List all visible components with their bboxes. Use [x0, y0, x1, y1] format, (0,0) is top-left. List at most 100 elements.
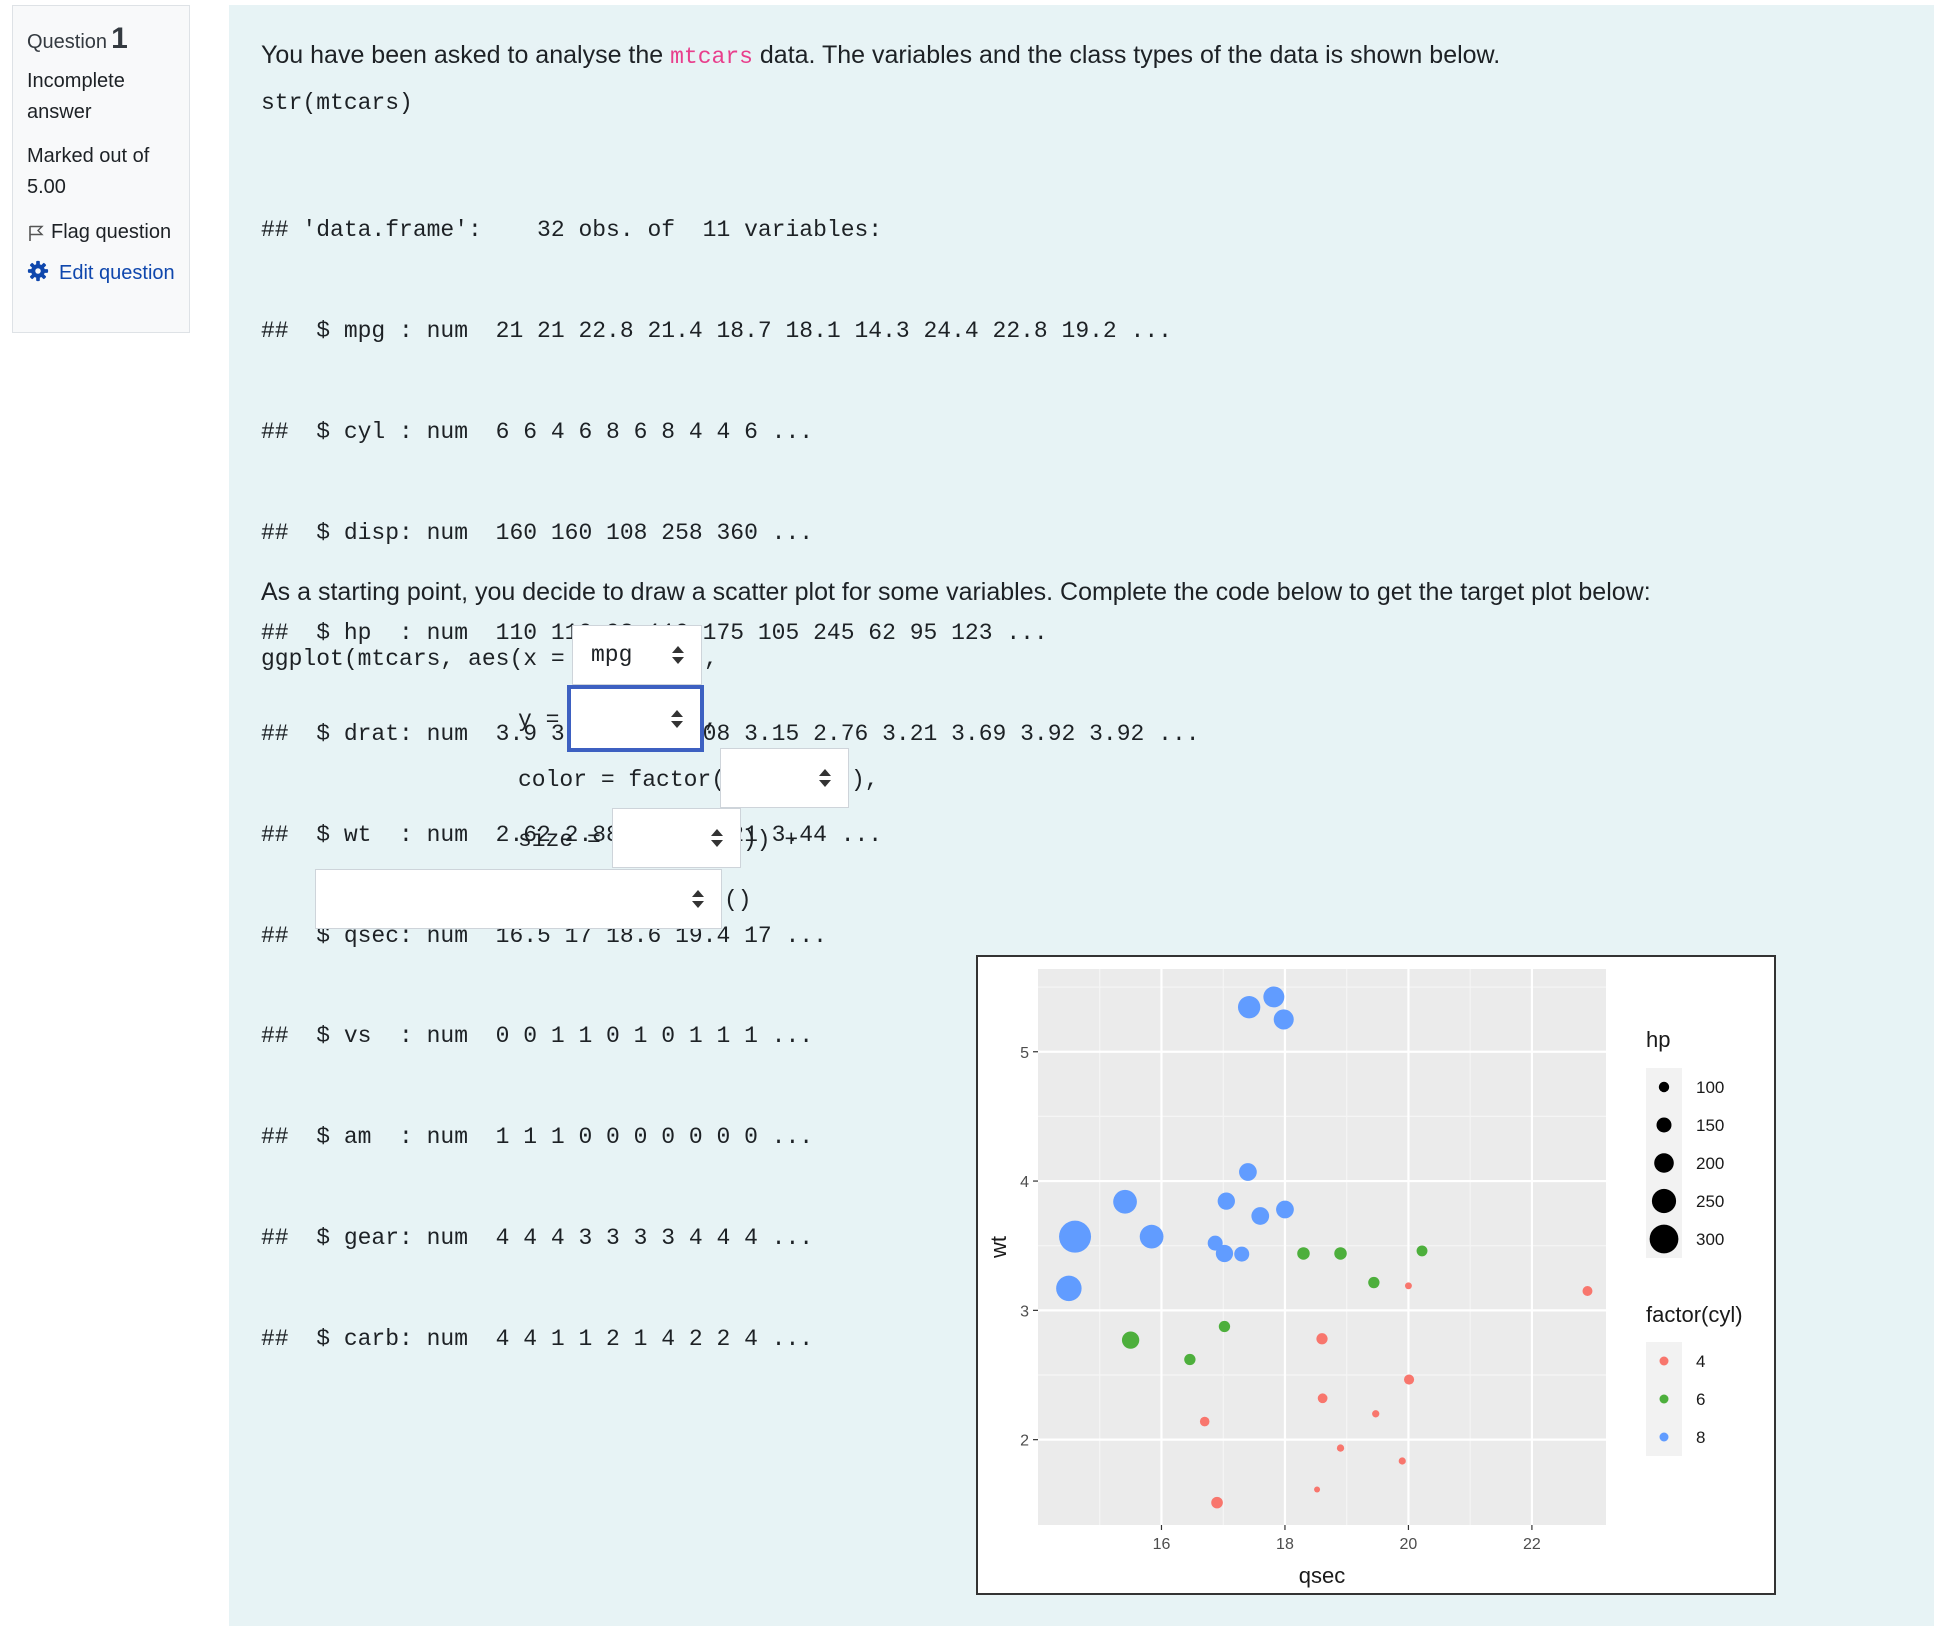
question-state: Incomplete answer	[27, 70, 125, 123]
scatter-point	[1403, 1374, 1415, 1385]
question-intro: You have been asked to analyse the mtcar…	[261, 41, 1500, 70]
scatter-point	[1251, 1207, 1270, 1225]
select-y[interactable]	[567, 685, 704, 752]
instruction-text: As a starting point, you decide to draw …	[261, 578, 1651, 606]
scatter-point	[1273, 1009, 1294, 1030]
size-legend-key	[1651, 1188, 1677, 1214]
edit-question-link[interactable]: Edit question	[27, 258, 177, 289]
gear-icon	[27, 260, 49, 282]
y-axis-title: wt	[986, 1236, 1011, 1259]
size-legend-label: 300	[1696, 1230, 1724, 1249]
scatter-point	[1218, 1320, 1231, 1333]
select-x[interactable]: mpg	[572, 625, 702, 685]
size-legend-label: 200	[1696, 1154, 1724, 1173]
y-tick-label: 3	[1020, 1303, 1029, 1320]
y-tick-label: 2	[1020, 1433, 1029, 1450]
size-legend-label: 150	[1696, 1116, 1724, 1135]
updown-arrow-icon	[819, 769, 831, 787]
str-output-line: ## $ vs : num 0 0 1 1 0 1 0 1 1 1 ...	[261, 1023, 814, 1050]
scatter-point	[1217, 1192, 1235, 1210]
scatter-point	[1239, 1163, 1257, 1181]
scatter-point	[1336, 1444, 1345, 1452]
scatter-point	[1297, 1247, 1310, 1260]
flag-question-link[interactable]: Flag question	[27, 221, 177, 244]
color-legend-label: 6	[1696, 1390, 1705, 1409]
updown-arrow-icon	[671, 709, 683, 728]
target-plot: 16 18 20 22 2 3 4 5 qsec wt hp 100 150 200 250 300 facto…	[976, 955, 1776, 1595]
scatter-point	[1582, 1285, 1593, 1296]
scatter-point	[1317, 1393, 1328, 1404]
updown-arrow-icon	[672, 646, 684, 664]
scatter-point	[1416, 1245, 1428, 1257]
size-legend-key	[1649, 1224, 1679, 1254]
code-line-3-suffix: ),	[851, 767, 879, 793]
question-label: Question	[27, 31, 108, 53]
scatter-point	[1372, 1410, 1380, 1418]
question-number-value: 1	[111, 22, 128, 55]
str-call: str(mtcars)	[261, 90, 413, 116]
scatter-plot: 16 18 20 222345qsecwthp100150200250300facto…	[986, 969, 1743, 1588]
updown-arrow-icon	[711, 829, 723, 847]
select-x-value: mpg	[591, 642, 633, 668]
str-output-line: ## $ drat: num 3.9 3.9 3.85 3.08 3.15 2.…	[261, 721, 1200, 748]
flag-icon	[29, 225, 44, 241]
scatter-point	[1215, 1244, 1234, 1263]
color-legend-key	[1659, 1394, 1669, 1404]
code-line-4-suffix: )) +	[743, 827, 799, 853]
scatter-point	[1184, 1353, 1196, 1366]
scatter-point	[1263, 986, 1285, 1008]
x-tick-label: 18	[1276, 1536, 1294, 1553]
edit-question-label: Edit question	[59, 262, 175, 284]
scatter-point	[1207, 1235, 1223, 1251]
select-geom[interactable]	[315, 869, 722, 929]
x-tick-label: 22	[1523, 1536, 1541, 1553]
scatter-point	[1398, 1457, 1406, 1465]
scatter-point	[1316, 1333, 1328, 1345]
code-line-1-prefix: ggplot(mtcars, aes(x =	[261, 646, 579, 672]
scatter-point	[1276, 1200, 1294, 1219]
code-line-2-suffix: ,	[704, 707, 718, 733]
str-output: ## 'data.frame': 32 obs. of 11 variables…	[261, 147, 1200, 1424]
str-output-line: ## $ carb: num 4 4 1 1 2 1 4 2 2 4 ...	[261, 1325, 814, 1352]
color-legend-key	[1659, 1356, 1669, 1366]
color-legend-label: 4	[1696, 1352, 1705, 1371]
y-tick-label: 4	[1020, 1174, 1029, 1191]
code-line-3-prefix: color = factor(	[518, 767, 726, 793]
str-output-line: ## $ mpg : num 21 21 22.8 21.4 18.7 18.1…	[261, 317, 1172, 344]
scatter-point	[1059, 1220, 1092, 1253]
intro-code: mtcars	[670, 44, 753, 70]
scatter-point	[1368, 1276, 1380, 1289]
scatter-point	[1404, 1282, 1412, 1290]
updown-arrow-icon	[692, 890, 704, 908]
x-axis-title: qsec	[1299, 1563, 1345, 1588]
flag-question-label: Flag question	[51, 221, 172, 243]
code-line-2-prefix: y =	[518, 707, 574, 733]
select-size[interactable]	[612, 808, 741, 868]
intro-text-end: data. The variables and the class types …	[752, 41, 1501, 69]
color-legend-label: 8	[1696, 1428, 1705, 1447]
scatter-point	[1234, 1246, 1250, 1262]
scatter-point	[1121, 1331, 1140, 1349]
question-info-panel: Question 1 Incomplete answer Marked out o…	[12, 5, 190, 333]
scatter-point	[1314, 1486, 1321, 1493]
code-line-4-prefix: size =	[518, 827, 615, 853]
scatter-point	[1199, 1416, 1210, 1427]
y-tick-label: 5	[1020, 1045, 1029, 1062]
scatter-point	[1334, 1247, 1347, 1260]
question-grade: Marked out of 5.00	[27, 145, 150, 198]
size-legend-label: 250	[1696, 1192, 1724, 1211]
str-output-line: ## $ am : num 1 1 1 0 0 0 0 0 0 0 ...	[261, 1124, 814, 1151]
size-legend-label: 100	[1696, 1078, 1724, 1097]
str-output-line: ## $ cyl : num 6 6 4 6 8 6 8 4 4 6 ...	[261, 418, 814, 445]
scatter-point	[1056, 1275, 1082, 1302]
color-legend-key	[1659, 1432, 1669, 1442]
code-line-1-suffix: ,	[704, 646, 718, 672]
scatter-point	[1211, 1496, 1223, 1509]
code-line-5-suffix: ()	[724, 887, 752, 913]
size-legend-key	[1654, 1153, 1674, 1173]
str-output-line: ## 'data.frame': 32 obs. of 11 variables…	[261, 217, 883, 244]
question-number: Question 1	[27, 22, 177, 56]
select-color[interactable]	[720, 748, 849, 808]
color-legend-title: factor(cyl)	[1646, 1302, 1743, 1327]
scatter-point	[1237, 995, 1261, 1019]
